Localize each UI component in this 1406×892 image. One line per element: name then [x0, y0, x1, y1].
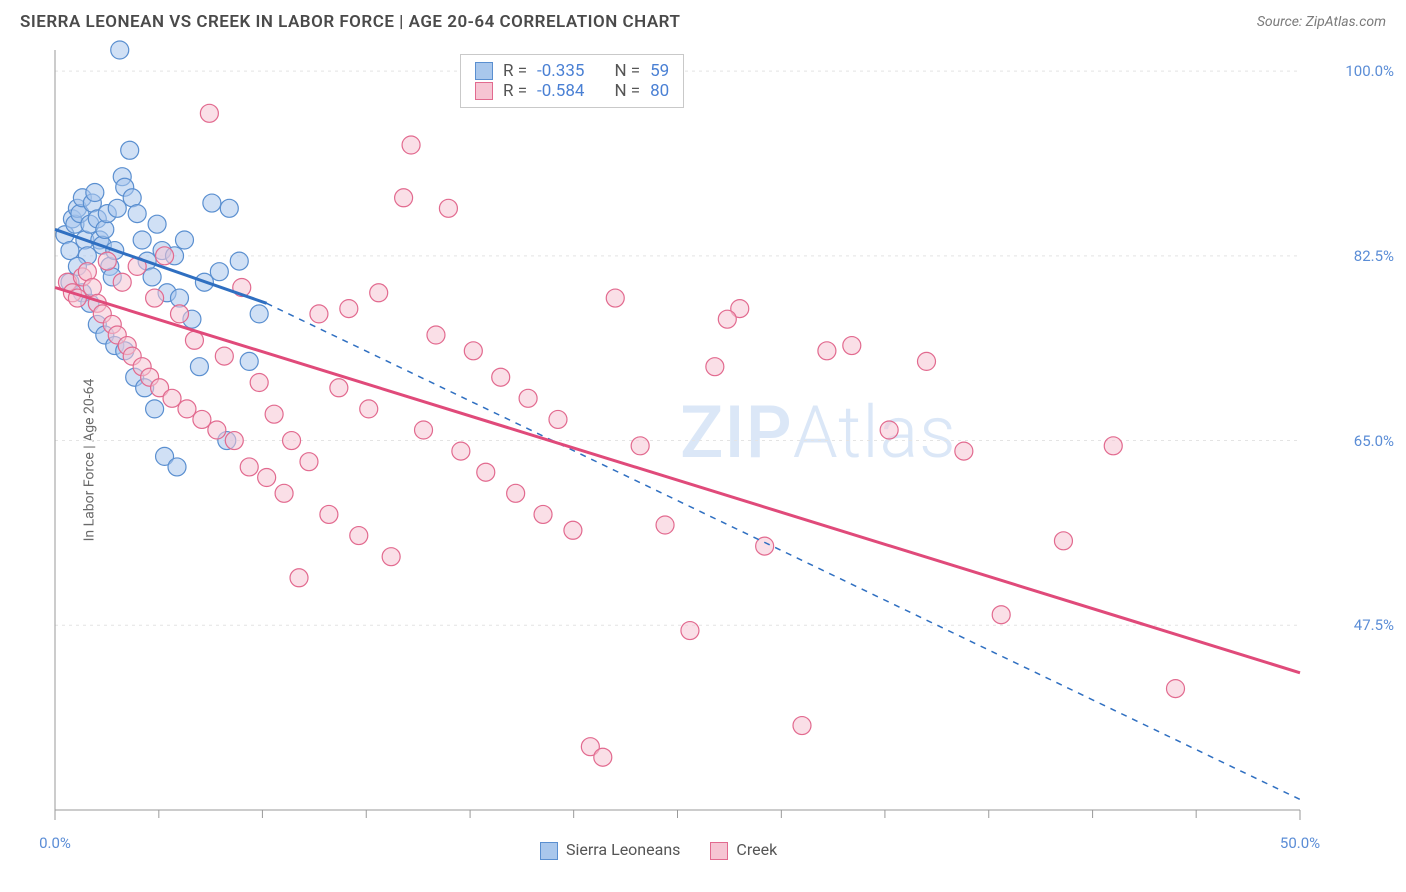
r-label: R = [503, 81, 527, 101]
legend-item: Creek [710, 840, 777, 860]
stat-row: R = -0.335 N = 59 [475, 61, 669, 81]
source-prefix: Source: [1257, 14, 1306, 30]
legend-label: Creek [736, 840, 777, 859]
y-tick-label: 100.0% [1345, 62, 1394, 80]
chart-svg [0, 40, 1406, 880]
correlation-stat-box: R = -0.335 N = 59 R = -0.584 N = 80 [460, 54, 684, 108]
y-tick-label: 65.0% [1354, 432, 1394, 450]
x-tick-label: 0.0% [39, 834, 71, 852]
legend-item: Sierra Leoneans [540, 840, 680, 860]
chart-header: SIERRA LEONEAN VS CREEK IN LABOR FORCE |… [0, 0, 1406, 40]
legend-swatch-icon [540, 842, 558, 860]
r-value: -0.335 [537, 61, 584, 81]
r-value: -0.584 [537, 81, 584, 101]
stat-row: R = -0.584 N = 80 [475, 81, 669, 101]
legend-bottom: Sierra Leoneans Creek [540, 840, 777, 860]
chart-source: Source: ZipAtlas.com [1257, 14, 1386, 30]
n-value: 59 [650, 61, 669, 81]
y-tick-label: 47.5% [1354, 616, 1394, 634]
legend-label: Sierra Leoneans [566, 840, 680, 859]
stat-swatch-icon [475, 82, 493, 100]
x-tick-label: 50.0% [1280, 834, 1320, 852]
r-label: R = [503, 61, 527, 81]
n-label: N = [614, 61, 640, 81]
source-name: ZipAtlas.com [1306, 14, 1386, 30]
y-tick-label: 82.5% [1354, 247, 1394, 265]
legend-swatch-icon [710, 842, 728, 860]
chart-area: In Labor Force | Age 20-64 ZIPAtlas R =-… [0, 40, 1406, 880]
stat-swatch-icon [475, 62, 493, 80]
chart-title: SIERRA LEONEAN VS CREEK IN LABOR FORCE |… [20, 12, 680, 32]
n-value: 80 [650, 81, 669, 101]
n-label: N = [614, 81, 640, 101]
